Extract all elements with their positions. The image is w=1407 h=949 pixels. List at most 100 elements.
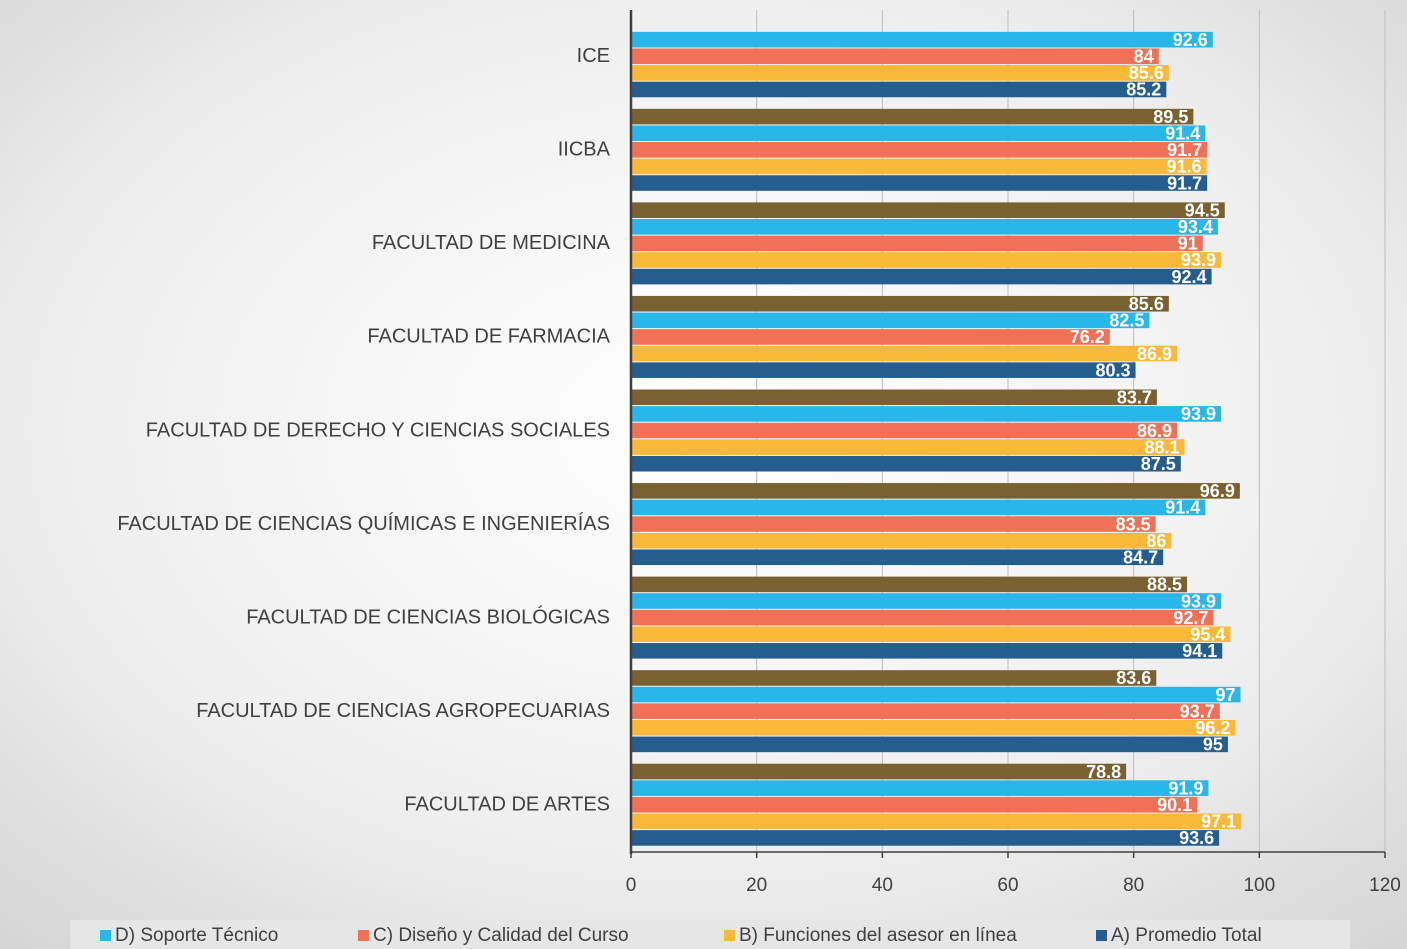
bar [631, 362, 1136, 378]
data-label: 93.4 [1178, 217, 1213, 237]
data-label: 91.4 [1165, 123, 1200, 143]
category-label: FACULTAD DE DERECHO Y CIENCIAS SOCIALES [146, 419, 610, 441]
legend-label: C) Diseño y Calidad del Curso [373, 925, 629, 946]
legend-swatch [724, 930, 735, 941]
bar [631, 31, 1213, 48]
bar [631, 532, 1172, 549]
bar [631, 108, 1194, 125]
bar [631, 516, 1156, 532]
data-label: 97 [1215, 685, 1235, 705]
bar [631, 252, 1222, 268]
bar [631, 235, 1203, 252]
data-label: 96.9 [1200, 481, 1235, 501]
x-tick-label: 120 [1369, 875, 1401, 896]
x-tick-label: 0 [626, 875, 637, 896]
category-label: FACULTAD DE FARMACIA [367, 326, 610, 348]
bar [631, 549, 1164, 566]
data-label: 91.7 [1167, 140, 1202, 160]
bar [631, 643, 1223, 659]
data-label: 86.9 [1137, 344, 1172, 364]
data-label: 87.5 [1141, 454, 1176, 474]
data-label: 91 [1178, 234, 1198, 254]
data-label: 91.9 [1168, 778, 1203, 798]
bar [631, 763, 1127, 780]
data-label: 92.7 [1173, 608, 1208, 628]
bar [631, 483, 1240, 499]
data-label: 95.4 [1190, 624, 1225, 644]
x-tick-label: 60 [997, 875, 1018, 896]
data-label: 83.6 [1116, 668, 1151, 688]
data-label: 83.7 [1117, 388, 1152, 408]
category-label: FACULTAD DE MEDICINA [372, 232, 611, 254]
data-label: 94.1 [1182, 641, 1217, 661]
bar [631, 439, 1185, 455]
bar [631, 736, 1228, 753]
bar [631, 593, 1222, 609]
bar [631, 406, 1222, 422]
bar [631, 175, 1208, 191]
legend-label: D) Soporte Técnico [115, 925, 278, 946]
bar [631, 719, 1236, 736]
data-label: 76.2 [1070, 327, 1105, 347]
bar [631, 295, 1169, 312]
bar [631, 48, 1159, 65]
x-tick-label: 80 [1123, 875, 1144, 896]
data-label: 91.6 [1167, 157, 1202, 177]
data-label: 78.8 [1086, 762, 1121, 782]
data-label: 86.9 [1137, 421, 1172, 441]
data-label: 80.3 [1096, 360, 1131, 380]
bar [631, 813, 1242, 830]
x-tick-label: 40 [872, 875, 893, 896]
bar [631, 268, 1212, 285]
legend-label: B) Funciones del asesor en línea [739, 925, 1017, 946]
data-label: 84 [1134, 47, 1154, 67]
data-label: 88.1 [1145, 437, 1180, 457]
bar [631, 499, 1206, 516]
bar [631, 81, 1167, 98]
data-label: 85.2 [1126, 80, 1161, 100]
data-label: 93.6 [1179, 828, 1214, 848]
category-label: FACULTAD DE ARTES [404, 794, 610, 816]
bar [631, 422, 1178, 439]
category-label: IICBA [558, 139, 611, 161]
data-label: 96.2 [1195, 718, 1230, 738]
data-label: 88.5 [1147, 575, 1182, 595]
category-label: FACULTAD DE CIENCIAS BIOLÓGICAS [246, 605, 610, 628]
data-label: 84.7 [1123, 548, 1158, 568]
bar [631, 158, 1207, 175]
data-label: 91.7 [1167, 173, 1202, 193]
bar [631, 780, 1209, 796]
legend-band [70, 920, 1350, 949]
data-label: 85.6 [1129, 63, 1164, 83]
bar [631, 670, 1157, 686]
data-label: 94.5 [1185, 200, 1220, 220]
legend-swatch [358, 930, 369, 941]
bar [631, 65, 1169, 81]
bar [631, 830, 1220, 846]
bar [631, 796, 1198, 813]
category-label: FACULTAD DE CIENCIAS AGROPECUARIAS [196, 700, 610, 722]
data-label: 91.4 [1165, 498, 1200, 518]
data-label: 93.9 [1181, 591, 1216, 611]
data-label: 83.5 [1116, 514, 1151, 534]
data-label: 97.1 [1201, 812, 1236, 832]
data-label: 82.5 [1109, 311, 1144, 331]
bar [631, 218, 1218, 235]
x-tick-label: 100 [1243, 875, 1275, 896]
bar [631, 389, 1157, 406]
data-label: 95 [1203, 735, 1223, 755]
bar [631, 142, 1208, 158]
bar [631, 455, 1181, 472]
legend-label: A) Promedio Total [1111, 925, 1262, 946]
category-label: FACULTAD DE CIENCIAS QUÍMICAS E INGENIER… [117, 512, 610, 535]
bar [631, 576, 1188, 593]
data-label: 89.5 [1153, 107, 1188, 127]
bar [631, 609, 1214, 626]
bar [631, 312, 1150, 329]
data-label: 93.9 [1181, 250, 1216, 270]
bar [631, 202, 1225, 218]
bar [631, 686, 1241, 703]
bar [631, 329, 1110, 345]
bar [631, 345, 1178, 362]
